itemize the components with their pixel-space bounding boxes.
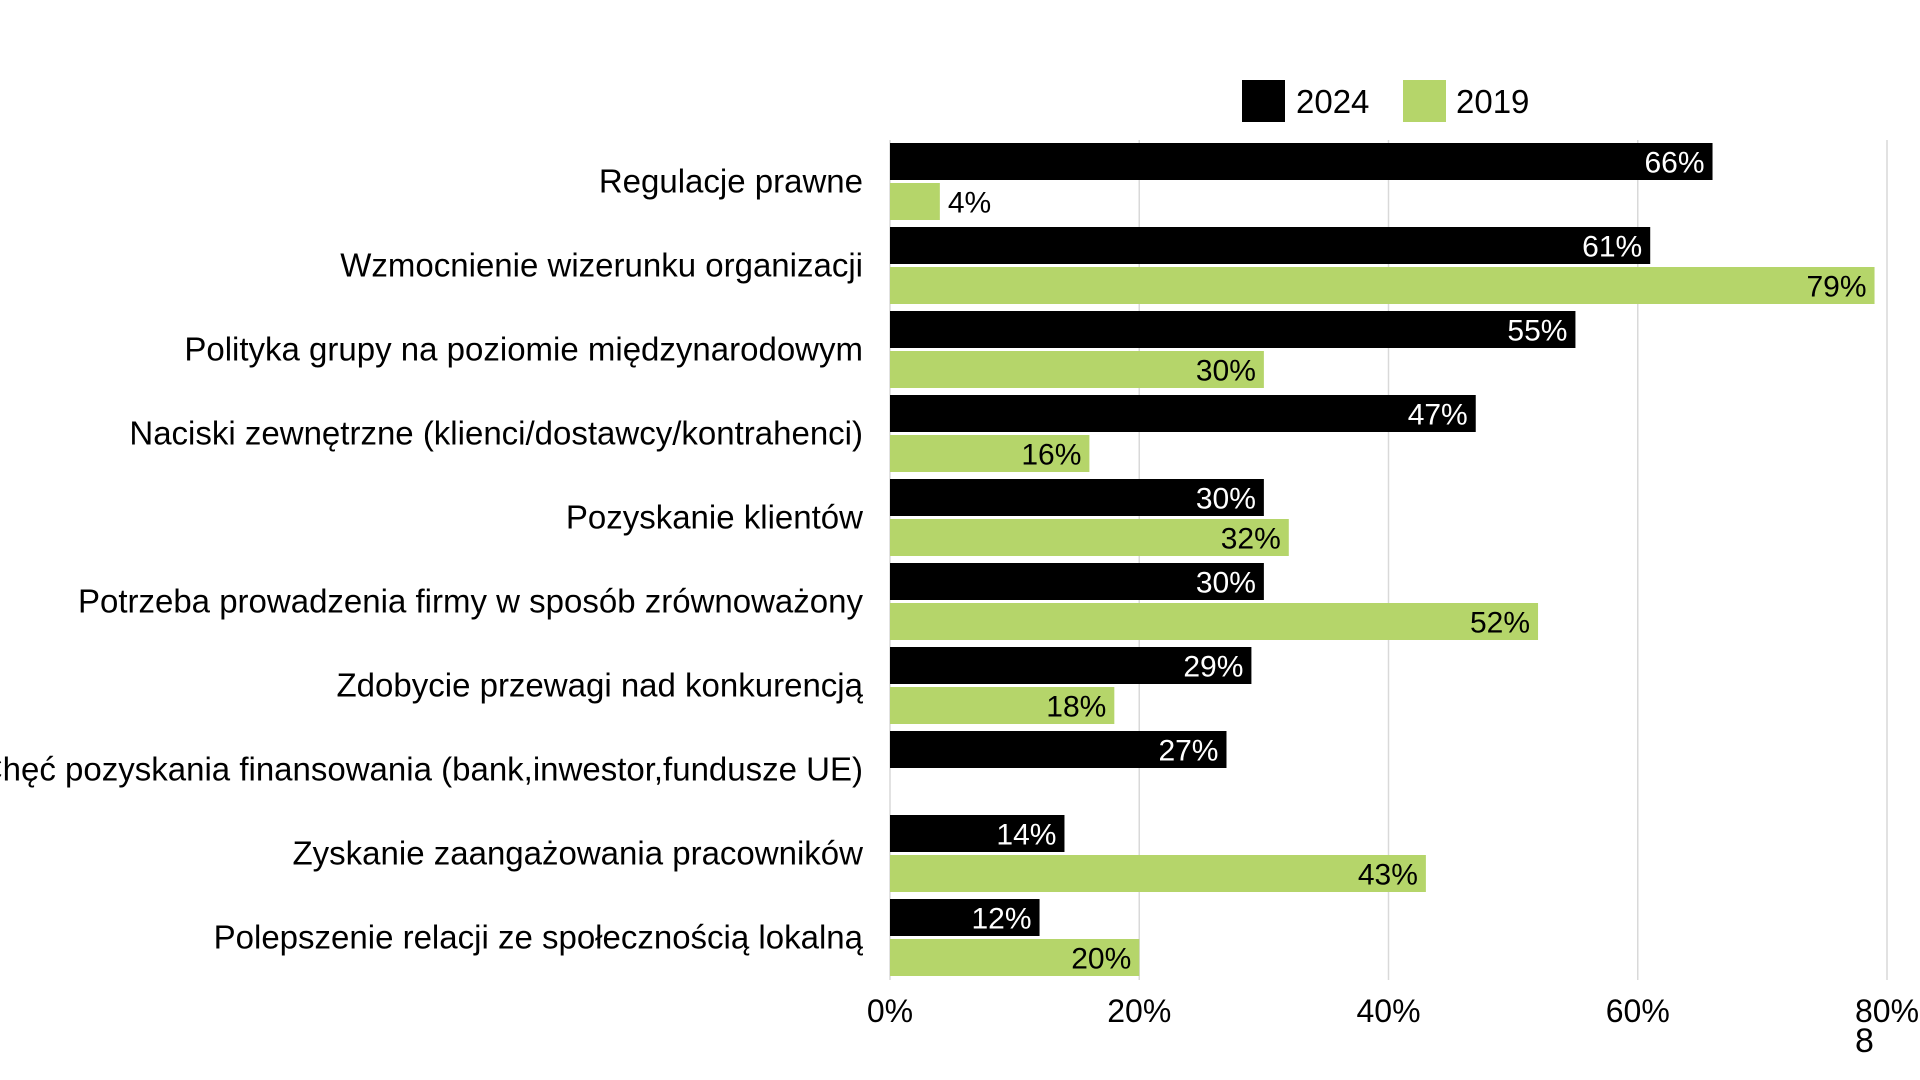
legend-swatch-2019: [1403, 80, 1446, 122]
data-label: 79%: [1806, 271, 1866, 304]
data-label: 52%: [1470, 607, 1530, 640]
bar-2019-3: [890, 435, 1090, 472]
data-label: 30%: [1196, 355, 1256, 388]
data-label: 47%: [1408, 399, 1468, 432]
bar-2019-1: [890, 267, 1875, 304]
x-tick-label: 0%: [867, 993, 913, 1029]
x-axis-ticks: 0% 20% 40% 60% 80%: [867, 993, 1919, 1029]
data-label: 16%: [1021, 439, 1081, 472]
bar-2024-2: [890, 311, 1576, 348]
data-label: 30%: [1196, 567, 1256, 600]
x-tick-label: 60%: [1606, 993, 1670, 1029]
category-label: Wzmocnienie wizerunku organizacji: [340, 247, 863, 284]
category-label: Naciski zewnętrzne (klienci/dostawcy/kon…: [129, 415, 863, 452]
bar-2024-5: [890, 563, 1264, 600]
data-label: 55%: [1507, 315, 1567, 348]
data-label: 14%: [996, 819, 1056, 852]
bar-2019-2: [890, 351, 1264, 388]
x-tick-label: 40%: [1356, 993, 1420, 1029]
bar-2019-0: [890, 183, 940, 220]
bar-2024-0: [890, 143, 1713, 180]
data-label: 18%: [1046, 691, 1106, 724]
x-tick-label: 80%: [1855, 993, 1919, 1029]
data-label: 4%: [948, 187, 991, 220]
bar-2019-5: [890, 603, 1539, 640]
data-label: 43%: [1358, 859, 1418, 892]
legend-label: 2019: [1456, 83, 1529, 120]
data-label: 32%: [1221, 523, 1281, 556]
category-label: Polepszenie relacji ze społecznością lok…: [214, 919, 864, 956]
category-labels: Regulacje prawne Wzmocnienie wizerunku or…: [0, 163, 864, 956]
data-label: 12%: [972, 903, 1032, 936]
bar-2024-6: [890, 647, 1252, 684]
page-number: 8: [1855, 1022, 1874, 1060]
legend-label: 2024: [1296, 83, 1369, 120]
bar-2024-8: [890, 815, 1065, 852]
bar-2024-9: [890, 899, 1040, 936]
legend-swatch-2024: [1242, 80, 1285, 122]
data-label: 30%: [1196, 483, 1256, 516]
bar-2024-3: [890, 395, 1476, 432]
bar-2019-9: [890, 939, 1140, 976]
x-tick-label: 20%: [1107, 993, 1171, 1029]
data-label: 66%: [1644, 147, 1704, 180]
bar-2019-4: [890, 519, 1289, 556]
legend: 2024 2019: [1242, 80, 1529, 122]
category-label: Chęć pozyskania finansowania (bank,inwes…: [0, 751, 863, 788]
gridlines: [889, 140, 1888, 980]
bars: [890, 143, 1875, 976]
bar-2024-4: [890, 479, 1264, 516]
category-label: Pozyskanie klientów: [566, 499, 863, 536]
bar-2019-6: [890, 687, 1115, 724]
data-label: 29%: [1183, 651, 1243, 684]
category-label: Polityka grupy na poziomie międzynarodow…: [184, 331, 863, 368]
data-label: 61%: [1582, 231, 1642, 264]
bar-2024-7: [890, 731, 1227, 768]
data-label: 27%: [1158, 735, 1218, 768]
category-label: Zyskanie zaangażowania pracowników: [293, 835, 864, 872]
category-label: Potrzeba prowadzenia firmy w sposób zrów…: [78, 583, 864, 620]
bar-2019-8: [890, 855, 1426, 892]
data-label: 20%: [1071, 943, 1131, 976]
category-label: Zdobycie przewagi nad konkurencją: [337, 667, 864, 704]
category-label: Regulacje prawne: [599, 163, 863, 200]
bar-2024-1: [890, 227, 1651, 264]
value-labels: 66% 4% 61% 79% 55% 30% 47% 16% 30% 32% 30% 52% 29% 18…: [948, 147, 1867, 976]
